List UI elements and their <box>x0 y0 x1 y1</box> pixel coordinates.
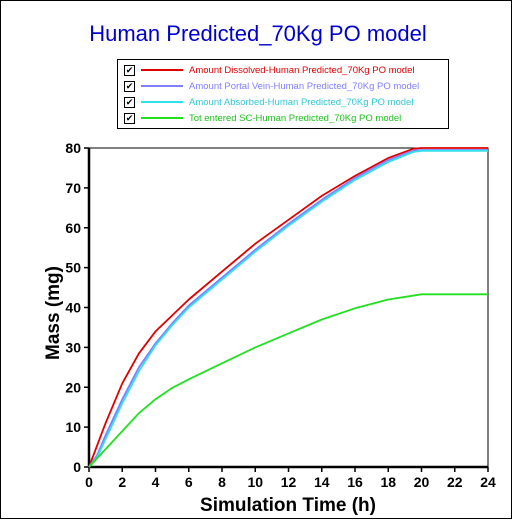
y-tick-label: 10 <box>65 419 81 435</box>
legend-entry-tot-entered-sc[interactable]: ✔ Tot entered SC-Human Predicted_70Kg PO… <box>124 110 444 126</box>
series-line-tot-entered-sc <box>88 293 488 468</box>
y-tick-label: 20 <box>65 379 81 395</box>
y-tick-label: 40 <box>65 300 81 316</box>
checkbox-portal-vein[interactable]: ✔ <box>124 80 135 92</box>
legend-entry-absorbed[interactable]: ✔ Amount Absorbed-Human Predicted_70Kg P… <box>124 94 444 110</box>
x-tick-label: 0 <box>85 474 93 490</box>
x-axis-label: Simulation Time (h) <box>200 495 376 516</box>
checkbox-tot-entered-sc[interactable]: ✔ <box>124 112 135 124</box>
series-line-absorbed <box>88 149 488 468</box>
x-tick-label: 12 <box>281 474 297 490</box>
x-tick-label: 4 <box>152 474 160 490</box>
legend: ✔ Amount Dissolved-Human Predicted_70Kg … <box>117 59 449 129</box>
y-tick-label: 70 <box>65 180 81 196</box>
y-tick-label: 0 <box>73 459 81 475</box>
x-tick-label: 22 <box>447 474 463 490</box>
y-tick-label: 30 <box>65 339 81 355</box>
x-tick-label: 20 <box>414 474 430 490</box>
legend-swatch-portal-vein <box>141 85 183 87</box>
legend-label-tot-entered-sc: Tot entered SC-Human Predicted_70Kg PO m… <box>189 112 402 124</box>
legend-swatch-absorbed <box>141 101 183 103</box>
y-tick-label: 80 <box>65 140 81 156</box>
y-axis-label: Mass (mg) <box>43 266 64 360</box>
series-line-portal-vein <box>88 149 488 468</box>
x-tick-label: 8 <box>218 474 226 490</box>
checkbox-dissolved[interactable]: ✔ <box>124 64 135 76</box>
legend-label-portal-vein: Amount Portal Vein-Human Predicted_70Kg … <box>189 80 420 92</box>
legend-label-dissolved: Amount Dissolved-Human Predicted_70Kg PO… <box>189 64 415 76</box>
x-tick-label: 2 <box>118 474 126 490</box>
x-tick-label: 14 <box>314 474 330 490</box>
legend-label-absorbed: Amount Absorbed-Human Predicted_70Kg PO … <box>189 96 414 108</box>
y-tick-label: 50 <box>65 260 81 276</box>
x-tick-label: 10 <box>247 474 263 490</box>
legend-entry-portal-vein[interactable]: ✔ Amount Portal Vein-Human Predicted_70K… <box>124 78 444 94</box>
x-tick-label: 16 <box>347 474 363 490</box>
x-tick-label: 18 <box>380 474 396 490</box>
series-line-dissolved <box>88 147 488 468</box>
x-tick-label: 24 <box>480 474 496 490</box>
x-tick-label: 6 <box>185 474 193 490</box>
legend-swatch-tot-entered-sc <box>141 117 183 119</box>
checkbox-absorbed[interactable]: ✔ <box>124 96 135 108</box>
chart-title: Human Predicted_70Kg PO model <box>89 21 427 46</box>
legend-swatch-dissolved <box>141 69 183 71</box>
plot-box <box>88 147 489 468</box>
y-tick-label: 60 <box>65 220 81 236</box>
legend-entry-dissolved[interactable]: ✔ Amount Dissolved-Human Predicted_70Kg … <box>124 62 444 78</box>
